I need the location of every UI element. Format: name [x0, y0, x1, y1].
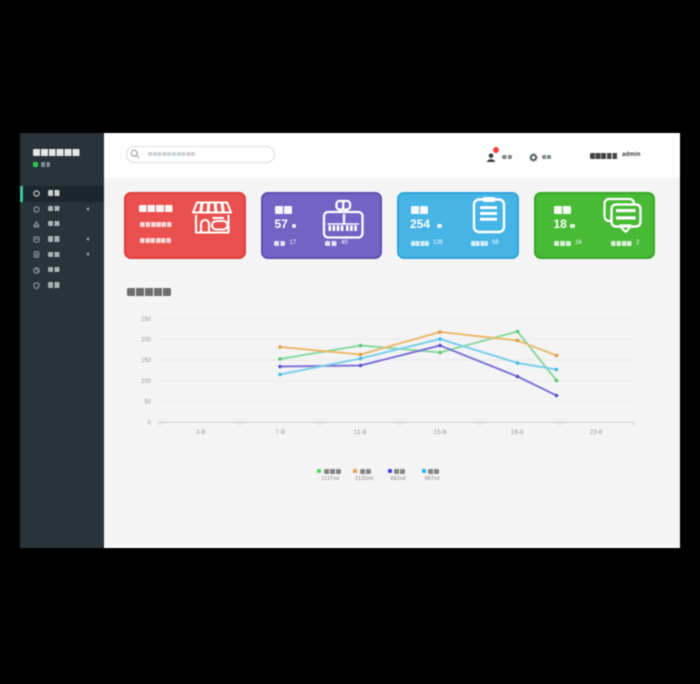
svg-text:11-8: 11-8: [354, 429, 367, 436]
svg-text:23-8: 23-8: [589, 429, 602, 436]
svg-text:50: 50: [144, 400, 151, 406]
svg-text:0: 0: [148, 420, 152, 426]
svg-text:3-8: 3-8: [196, 429, 206, 436]
svg-text:250: 250: [141, 317, 152, 323]
svg-text:200: 200: [141, 338, 152, 344]
svg-text:100: 100: [141, 379, 152, 385]
svg-text:19-8: 19-8: [510, 429, 523, 436]
svg-text:15-8: 15-8: [433, 429, 446, 436]
svg-text:150: 150: [141, 358, 152, 364]
svg-text:7-8: 7-8: [275, 429, 285, 436]
